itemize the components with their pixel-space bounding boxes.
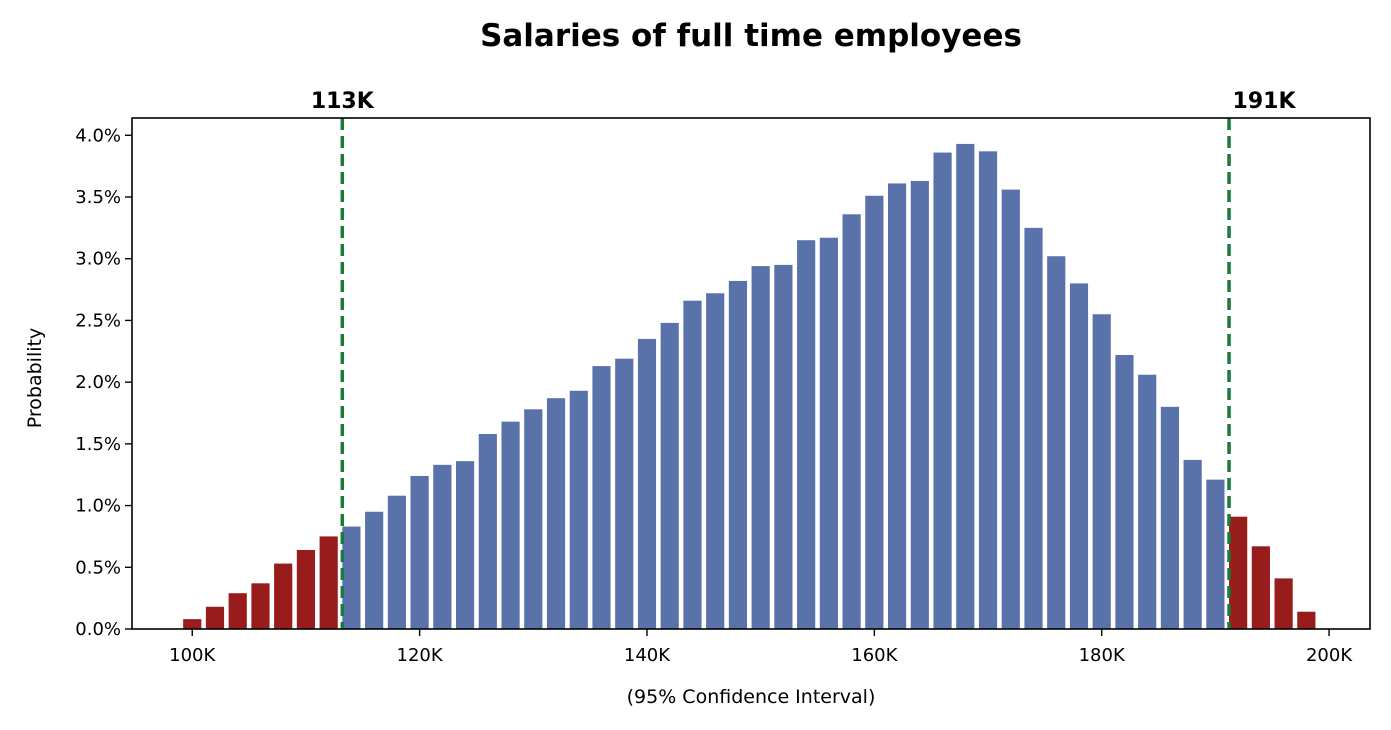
bar-35 [978, 151, 998, 629]
y-tick-label-0: 0.0% [75, 619, 121, 640]
bar-12 [455, 461, 475, 629]
x-tick-label-0: 100K [169, 645, 216, 666]
bar-19 [615, 358, 634, 629]
bar-27 [797, 240, 816, 629]
bar-30 [865, 195, 884, 629]
bar-6 [319, 536, 338, 629]
bar-5 [296, 550, 316, 629]
y-tick-label-8: 4.0% [75, 125, 121, 146]
bar-37 [1024, 227, 1043, 629]
bar-24 [728, 280, 748, 629]
y-axis-label: Probability [24, 328, 46, 428]
bar-10 [410, 475, 429, 629]
bar-9 [387, 495, 406, 629]
bar-48 [1274, 578, 1293, 629]
y-tick-label-7: 3.5% [75, 187, 121, 208]
bar-34 [956, 143, 975, 630]
bar-43 [1160, 406, 1180, 629]
x-tick-label-2: 140K [624, 645, 671, 666]
bar-33 [933, 152, 952, 629]
bar-1 [205, 606, 225, 629]
lower-bound-label: 113K [311, 89, 375, 114]
bar-41 [1115, 354, 1134, 629]
x-axis-label: (95% Confidence Interval) [627, 686, 876, 708]
bar-36 [1001, 189, 1020, 629]
bar-11 [433, 464, 452, 629]
interval-lines-group [340, 118, 1231, 629]
x-axis: 100K 120K 140K 160K 180K 200K [169, 629, 1353, 666]
y-tick-label-6: 3.0% [75, 249, 121, 270]
bar-2 [228, 593, 247, 629]
x-tick-label-3: 160K [851, 645, 898, 666]
y-tick-label-1: 0.5% [75, 557, 121, 578]
plot-frame [131, 117, 1371, 630]
bar-7 [342, 526, 361, 629]
bar-49 [1297, 611, 1316, 629]
bar-13 [478, 433, 497, 629]
bar-38 [1047, 256, 1066, 629]
bar-17 [569, 390, 588, 629]
bar-46 [1229, 516, 1248, 629]
bar-18 [592, 366, 611, 629]
upper-bound-label: 191K [1233, 89, 1297, 114]
y-tick-label-3: 1.5% [75, 434, 121, 455]
bar-4 [274, 563, 293, 629]
x-tick-label-4: 180K [1079, 645, 1126, 666]
bar-31 [887, 183, 907, 630]
chart-title: Salaries of full time employees [480, 18, 1022, 54]
bar-45 [1206, 479, 1225, 629]
bar-22 [683, 300, 702, 629]
bars-group [183, 143, 1316, 630]
bar-15 [524, 409, 543, 629]
bar-14 [501, 421, 520, 629]
y-axis: 0.0% 0.5% 1.0% 1.5% 2.0% 2.5% 3.0% 3.5% 4.0% [75, 125, 132, 640]
bar-39 [1069, 283, 1089, 629]
bar-40 [1092, 314, 1111, 629]
bar-3 [251, 583, 270, 629]
bar-47 [1251, 546, 1270, 629]
y-tick-label-4: 2.0% [75, 372, 121, 393]
bar-16 [546, 398, 566, 629]
bar-29 [842, 214, 861, 629]
bar-0 [183, 619, 202, 629]
bar-25 [751, 266, 770, 629]
bar-28 [819, 237, 838, 630]
bar-21 [660, 322, 679, 629]
bar-42 [1138, 374, 1157, 629]
y-tick-label-2: 1.0% [75, 496, 121, 517]
bar-20 [637, 338, 657, 629]
x-tick-label-5: 200K [1306, 645, 1353, 666]
bar-26 [774, 264, 793, 629]
bar-23 [706, 293, 725, 629]
y-tick-label-5: 2.5% [75, 310, 121, 331]
bar-32 [910, 180, 929, 629]
bar-44 [1183, 459, 1202, 629]
x-tick-label-1: 120K [397, 645, 444, 666]
bar-8 [365, 511, 384, 629]
